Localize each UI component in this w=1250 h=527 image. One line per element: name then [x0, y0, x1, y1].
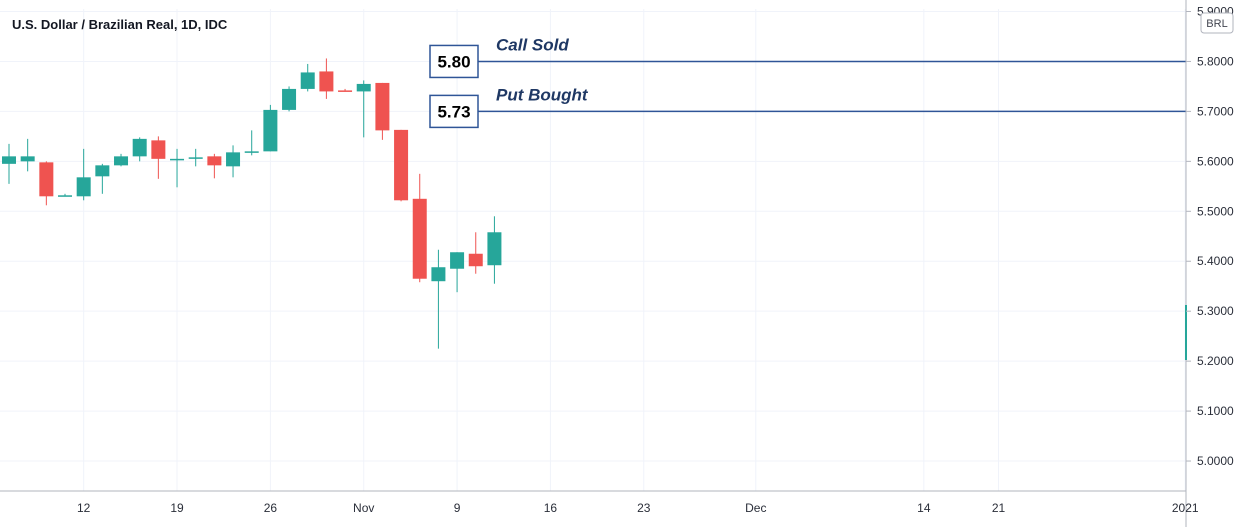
currency-badge[interactable]: BRL — [1200, 12, 1234, 34]
candle-body — [412, 198, 427, 279]
annotation-label: Put Bought — [496, 85, 589, 104]
x-tick-label: 19 — [170, 501, 184, 515]
y-tick-label: 5.6000 — [1197, 154, 1234, 168]
grid-lines — [0, 9, 1186, 491]
candle-body — [431, 267, 446, 282]
candle-body — [487, 232, 502, 266]
annotation-lines — [478, 60, 1186, 113]
candle-body — [282, 88, 297, 110]
candle-up[interactable] — [226, 145, 241, 178]
candle-body — [450, 252, 465, 269]
candle-body — [338, 90, 353, 92]
candle-up[interactable] — [132, 137, 147, 162]
candle-body — [394, 129, 409, 201]
x-tick-label: 21 — [992, 501, 1006, 515]
candle-body — [188, 157, 203, 159]
candle-up[interactable] — [450, 252, 465, 293]
candle-up[interactable] — [244, 130, 259, 156]
axes — [0, 0, 1187, 527]
candle-up[interactable] — [356, 80, 371, 138]
candle-body — [95, 165, 110, 177]
candle-body — [319, 71, 334, 92]
y-tick-label: 5.1000 — [1197, 404, 1234, 418]
y-tick-label: 5.5000 — [1197, 204, 1234, 218]
candle-body — [2, 156, 16, 164]
x-tick-label: 16 — [544, 501, 558, 515]
candle-up[interactable] — [188, 148, 203, 167]
candle-body — [356, 83, 371, 92]
candle-down[interactable] — [412, 173, 427, 283]
candle-down[interactable] — [338, 88, 353, 92]
candle-up[interactable] — [263, 104, 278, 152]
candle-body — [300, 72, 315, 89]
y-tick-label: 5.3000 — [1197, 304, 1234, 318]
x-tick-label: 12 — [77, 501, 91, 515]
x-tick-label: 14 — [917, 501, 931, 515]
x-tick-label: Dec — [745, 501, 766, 515]
x-axis-ticks[interactable]: 12 19 26 Nov 9 16 23 Dec 14 21 2021 — [77, 501, 1199, 515]
candles[interactable] — [2, 58, 502, 349]
candle-down[interactable] — [207, 153, 222, 179]
candle-body — [468, 253, 483, 267]
y-axis-ticks[interactable]: 5.90005.80005.70005.60005.50005.40005.30… — [1186, 4, 1234, 468]
annotation-label: Call Sold — [496, 35, 569, 54]
candle-body — [114, 156, 129, 166]
candle-down[interactable] — [151, 136, 166, 179]
annotation-value-box — [429, 44, 479, 79]
candle-body — [375, 82, 390, 131]
annotation-labels: 5.80 Call Sold 5.73 Put Bought — [429, 35, 589, 129]
candle-up[interactable] — [58, 193, 73, 197]
candle-body — [226, 152, 241, 167]
y-tick-label: 5.4000 — [1197, 254, 1234, 268]
candle-body — [76, 177, 91, 197]
annotation-value-box — [429, 94, 479, 129]
candle-up[interactable] — [76, 148, 91, 201]
chart-title: U.S. Dollar / Brazilian Real, 1D, IDC — [12, 17, 228, 32]
candle-body — [207, 156, 222, 166]
candle-down[interactable] — [39, 161, 54, 206]
candle-up[interactable] — [2, 143, 16, 184]
candle-up[interactable] — [282, 86, 297, 112]
candle-up[interactable] — [300, 63, 315, 92]
candle-up[interactable] — [487, 216, 502, 284]
candle-body — [151, 140, 166, 159]
x-tick-label: Nov — [353, 501, 374, 515]
candle-up[interactable] — [95, 163, 110, 194]
candle-down[interactable] — [375, 82, 390, 140]
candle-up[interactable] — [114, 153, 129, 167]
currency-label: BRL — [1206, 18, 1227, 30]
x-tick-label: 9 — [454, 501, 461, 515]
x-tick-label: 23 — [637, 501, 651, 515]
candle-body — [170, 158, 185, 161]
candle-down[interactable] — [319, 58, 334, 99]
annotation-value: 5.73 — [437, 102, 470, 121]
candle-up[interactable] — [20, 138, 35, 172]
candle-down[interactable] — [394, 129, 409, 202]
candle-body — [58, 195, 73, 197]
candle-body — [20, 156, 35, 162]
candle-body — [263, 109, 278, 152]
y-tick-label: 5.8000 — [1197, 54, 1234, 68]
candle-up[interactable] — [431, 249, 446, 349]
annotation-value: 5.80 — [437, 52, 470, 71]
candle-up[interactable] — [170, 148, 185, 188]
candle-body — [132, 138, 147, 157]
y-tick-label: 5.0000 — [1197, 454, 1234, 468]
x-tick-label: 2021 — [1172, 501, 1199, 515]
candle-body — [244, 151, 259, 153]
x-tick-label: 26 — [264, 501, 278, 515]
candle-down[interactable] — [468, 232, 483, 274]
candle-body — [39, 162, 54, 197]
y-tick-label: 5.2000 — [1197, 354, 1234, 368]
y-tick-label: 5.7000 — [1197, 104, 1234, 118]
